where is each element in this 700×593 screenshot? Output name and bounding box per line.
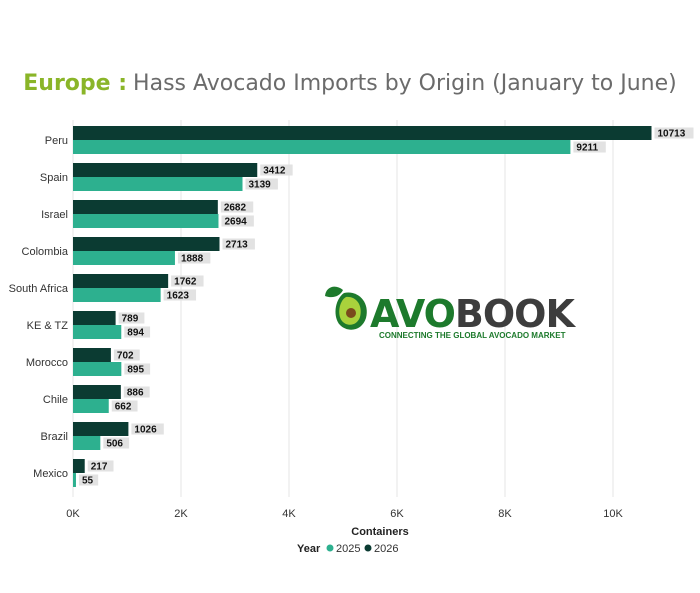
avocado-icon — [325, 286, 367, 330]
title-main: Hass Avocado Imports by Origin (January … — [133, 71, 677, 96]
bar-mexico-2026 — [73, 459, 85, 473]
bar-morocco-2025 — [73, 362, 122, 376]
data-label-brazil-2026: 1026 — [134, 425, 157, 436]
data-label-bg — [124, 363, 151, 375]
data-label-ke-tz-2026: 789 — [122, 314, 139, 325]
data-label-bg — [78, 474, 99, 486]
data-label-bg — [163, 289, 197, 301]
data-label-colombia-2025: 1888 — [181, 254, 204, 265]
data-label-chile-2026: 886 — [127, 388, 144, 399]
data-label-morocco-2025: 895 — [127, 365, 144, 376]
bar-israel-2026 — [73, 200, 218, 214]
x-tick-label: 8K — [498, 508, 512, 520]
bar-peru-2026 — [73, 126, 652, 140]
data-label-bg — [245, 178, 278, 190]
bar-israel-2025 — [73, 214, 219, 228]
logo-wordmark-book: BOOK — [455, 292, 577, 336]
category-label-morocco: Morocco — [26, 357, 68, 369]
category-label-ke-tz: KE & TZ — [27, 320, 69, 332]
bar-south-africa-2026 — [73, 274, 169, 288]
x-tick-label: 2K — [174, 508, 188, 520]
logo-tagline: CONNECTING THE GLOBAL AVOCADO MARKET — [379, 331, 566, 340]
x-axis-ticks: 0K 2K 4K 6K 8K 10K — [66, 508, 623, 520]
legend-marker-2026 — [364, 544, 372, 552]
data-label-bg — [124, 326, 151, 338]
data-label-bg — [654, 127, 694, 139]
data-label-morocco-2026: 702 — [117, 351, 134, 362]
legend-item-2025: 2025 — [336, 543, 360, 555]
bar-ke-tz-2026 — [73, 311, 116, 325]
bar-peru-2025 — [73, 140, 571, 154]
logo-wordmark: AVOBOOK — [370, 292, 576, 336]
bar-ke-tz-2025 — [73, 325, 122, 339]
data-label-brazil-2025: 506 — [106, 439, 123, 450]
logo-wordmark-avo: AVO — [370, 292, 455, 336]
bar-colombia-2026 — [73, 237, 220, 251]
data-label-bg — [260, 164, 293, 176]
x-tick-label: 10K — [603, 508, 623, 520]
data-label-bg — [113, 349, 140, 361]
bar-colombia-2025 — [73, 251, 175, 265]
data-label-chile-2025: 662 — [115, 402, 132, 413]
legend-title: Year — [297, 543, 321, 555]
x-axis-label: Containers — [351, 526, 408, 538]
data-label-bg — [573, 141, 606, 153]
data-label-south-africa-2026: 1762 — [174, 277, 197, 288]
legend-item-2026: 2026 — [374, 543, 398, 555]
data-label-south-africa-2025: 1623 — [167, 291, 190, 302]
category-label-israel: Israel — [41, 209, 68, 221]
data-label-israel-2025: 2694 — [224, 217, 247, 228]
bars: 10713 9211 3412 3139 2682 2694 2713 1888 1762 162… — [73, 126, 694, 487]
data-label-bg — [123, 386, 150, 398]
category-label-mexico: Mexico — [33, 468, 68, 480]
data-label-mexico-2025: 55 — [82, 476, 94, 487]
bar-brazil-2026 — [73, 422, 129, 436]
data-label-spain-2025: 3139 — [249, 180, 272, 191]
category-label-colombia: Colombia — [22, 246, 69, 258]
bar-spain-2026 — [73, 163, 258, 177]
category-label-brazil: Brazil — [40, 431, 68, 443]
data-label-bg — [131, 423, 164, 435]
bar-chile-2025 — [73, 399, 109, 413]
category-label-chile: Chile — [43, 394, 68, 406]
bar-spain-2025 — [73, 177, 243, 191]
data-label-bg — [177, 252, 211, 264]
chart-title: Europe : Hass Avocado Imports by Origin (… — [23, 71, 676, 96]
category-label-south-africa: South Africa — [9, 283, 69, 295]
category-label-spain: Spain — [40, 172, 68, 184]
avobook-logo: AVOBOOK CONNECTING THE GLOBAL AVOCADO MA… — [325, 286, 577, 340]
category-label-peru: Peru — [45, 135, 68, 147]
data-label-bg — [103, 437, 130, 449]
data-label-bg — [220, 201, 254, 213]
data-label-colombia-2026: 2713 — [226, 240, 249, 251]
title-prefix: Europe : — [23, 71, 127, 96]
bar-morocco-2026 — [73, 348, 111, 362]
data-label-bg — [171, 275, 204, 287]
data-label-mexico-2026: 217 — [91, 462, 108, 473]
x-tick-label: 0K — [66, 508, 80, 520]
legend: Year 2025 2026 — [297, 543, 398, 555]
data-label-ke-tz-2025: 894 — [127, 328, 144, 339]
data-label-bg — [221, 215, 254, 227]
category-labels: Peru Spain Israel Colombia South Africa KE & … — [9, 135, 69, 480]
bar-south-africa-2025 — [73, 288, 161, 302]
data-label-israel-2026: 2682 — [224, 203, 247, 214]
bar-brazil-2025 — [73, 436, 101, 450]
x-tick-label: 6K — [390, 508, 404, 520]
x-tick-label: 4K — [282, 508, 296, 520]
data-label-peru-2026: 10713 — [658, 129, 686, 140]
data-label-peru-2025: 9211 — [576, 143, 598, 154]
data-label-bg — [111, 400, 138, 412]
data-label-bg — [222, 238, 255, 250]
data-label-bg — [87, 460, 114, 472]
bar-mexico-2025 — [73, 473, 76, 487]
bar-chile-2026 — [73, 385, 121, 399]
data-label-spain-2026: 3412 — [263, 166, 286, 177]
legend-marker-2025 — [326, 544, 334, 552]
data-label-bg — [118, 312, 145, 324]
